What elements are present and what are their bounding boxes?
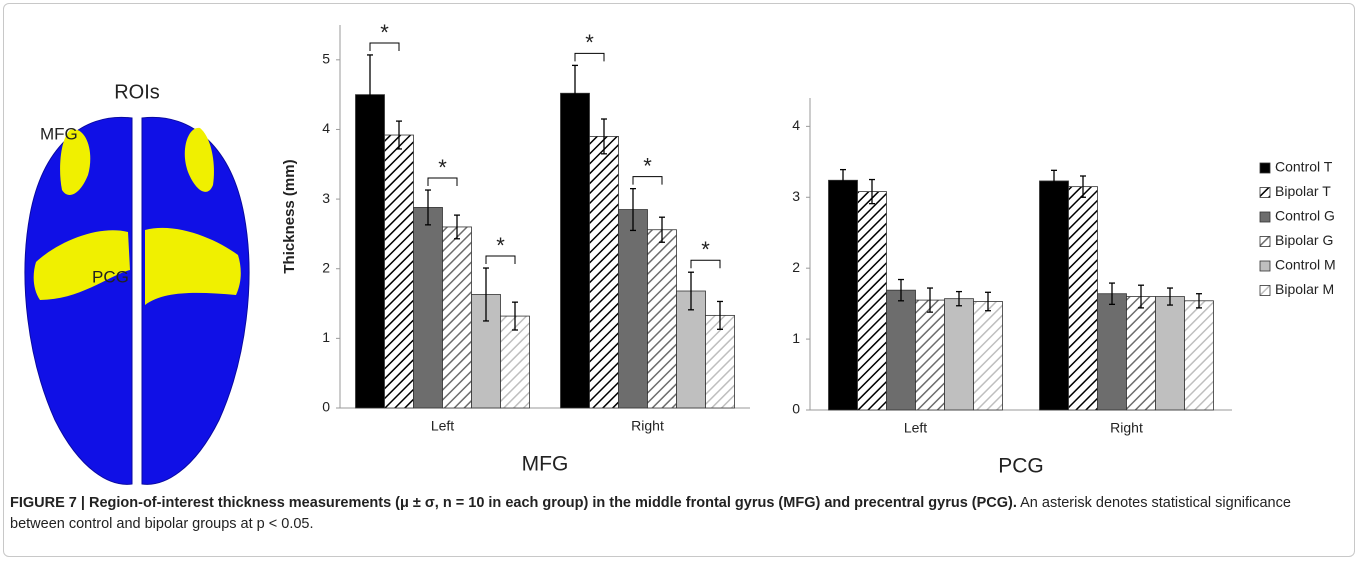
error-bar [512, 301, 518, 331]
significance-mark: * [701, 237, 710, 262]
bar [500, 315, 530, 409]
bar [589, 136, 619, 409]
error-bar [688, 271, 694, 311]
bar [442, 226, 472, 409]
significance-bracket [574, 52, 605, 62]
error-bar [898, 278, 904, 302]
figure: ROIs MFG PCG 0 1 2 3 4 5 Left Right * * * * * * MFG Thi… [24, 20, 1336, 485]
error-bar [927, 287, 933, 313]
y-tick-label: 4 [322, 120, 330, 136]
y-tick-label: 0 [322, 399, 330, 415]
y-axis-title: Thickness (mm) [281, 159, 298, 273]
bar [705, 314, 735, 409]
error-bar [717, 300, 723, 330]
bar [973, 301, 1003, 411]
x-axis-title: MFG [522, 453, 569, 476]
bar [1097, 293, 1127, 411]
y-tick-label: 1 [322, 329, 330, 345]
legend-label: Control G [1275, 208, 1335, 224]
significance-bracket [427, 177, 458, 187]
bar [618, 209, 648, 409]
x-tick-label: Left [904, 420, 927, 436]
legend-swatch [1259, 236, 1271, 247]
legend-label: Control M [1275, 257, 1336, 273]
error-bar [1109, 282, 1115, 305]
error-bar [572, 64, 578, 122]
error-bar [425, 189, 431, 226]
caption-text: An asterisk denotes statistical signific… [10, 495, 1291, 532]
bar [647, 229, 677, 409]
error-bar [454, 214, 460, 240]
brain-title: ROIs [114, 81, 160, 103]
error-bar [601, 118, 607, 155]
error-bar [630, 187, 636, 232]
y-tick-label: 0 [792, 401, 800, 417]
significance-bracket [632, 176, 663, 185]
significance-mark: * [438, 155, 447, 180]
error-bar [1196, 293, 1202, 309]
legend-label: Bipolar T [1275, 183, 1331, 199]
y-tick-label: 2 [322, 259, 330, 275]
figure-frame [3, 3, 1355, 557]
legend-label: Bipolar G [1275, 232, 1333, 248]
error-bar [869, 178, 875, 205]
x-axis-title: PCG [998, 455, 1044, 478]
significance-bracket [485, 255, 516, 265]
error-bar [659, 216, 665, 243]
significance-mark: * [585, 30, 594, 55]
caption: FIGURE 7 | Region-of-interest thickness … [10, 493, 1340, 534]
y-tick-label: 3 [792, 188, 800, 204]
significance-bracket [369, 42, 400, 51]
error-bar [840, 168, 846, 192]
bar [886, 289, 916, 411]
bar [1184, 300, 1214, 411]
significance-mark: * [643, 153, 652, 178]
y-tick-label: 4 [792, 117, 800, 133]
error-bar [985, 291, 991, 312]
legend-swatch [1259, 162, 1271, 174]
bar [1068, 186, 1098, 411]
error-bar [396, 120, 402, 150]
legend-label: Bipolar M [1275, 281, 1334, 297]
x-tick-label: Right [1110, 420, 1143, 436]
bar [915, 299, 945, 411]
legend-swatch [1259, 187, 1271, 198]
error-bar [483, 267, 489, 322]
significance-mark: * [380, 20, 389, 45]
caption-title: FIGURE 7 | Region-of-interest thickness … [10, 495, 1017, 511]
bar [1155, 296, 1185, 411]
y-tick-label: 2 [792, 259, 800, 275]
legend-swatch [1259, 211, 1271, 223]
bar [1126, 296, 1156, 411]
significance-mark: * [496, 233, 505, 258]
error-bar [1167, 287, 1173, 306]
x-tick-label: Right [631, 418, 664, 434]
y-tick-label: 1 [792, 330, 800, 346]
brain-label: PCG [92, 267, 129, 286]
significance-bracket [690, 259, 721, 269]
y-tick-label: 3 [322, 190, 330, 206]
y-tick-label: 5 [322, 51, 330, 67]
x-tick-label: Left [431, 418, 454, 434]
error-bar [1051, 169, 1057, 193]
legend-swatch [1259, 260, 1271, 272]
bar [413, 207, 443, 409]
brain-image [24, 116, 250, 485]
brain-label: MFG [40, 124, 78, 143]
bar [355, 94, 385, 409]
bar [857, 191, 887, 411]
error-bar [367, 54, 373, 135]
bar [944, 298, 974, 411]
bar [676, 290, 706, 409]
error-bar [1138, 284, 1144, 309]
bar [384, 134, 414, 409]
legend-swatch [1259, 285, 1271, 296]
legend-label: Control T [1275, 159, 1333, 175]
bar [1039, 180, 1069, 411]
bar [560, 92, 590, 409]
bar [828, 179, 858, 411]
error-bar [1080, 175, 1086, 198]
error-bar [956, 290, 962, 307]
